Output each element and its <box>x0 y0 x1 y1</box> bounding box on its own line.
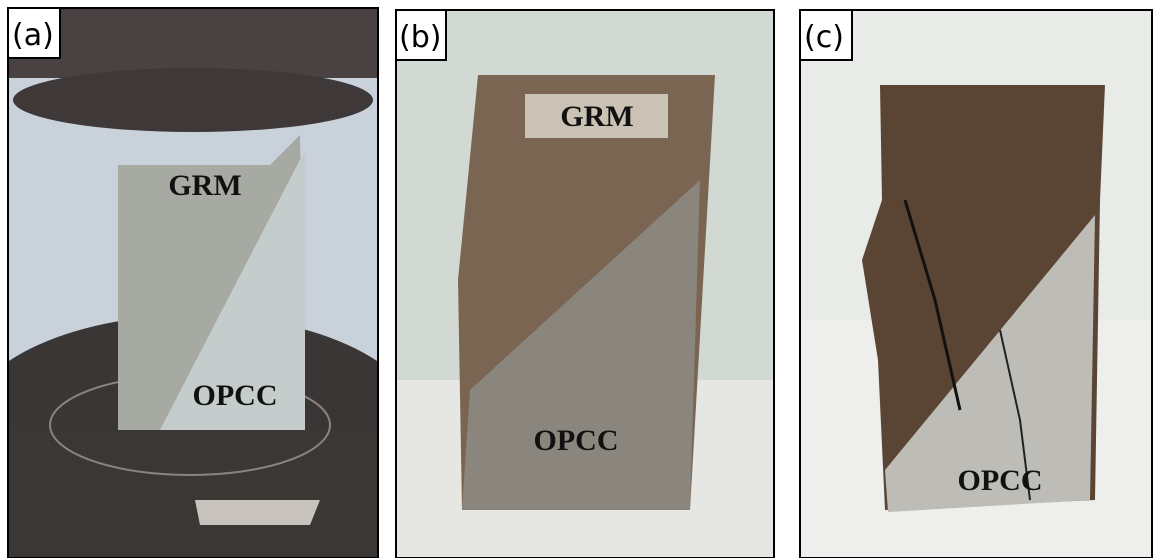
annotation: OPCC <box>534 424 619 457</box>
panel-label: (a) <box>12 18 54 53</box>
platform-base <box>8 430 378 558</box>
annotation: GRM <box>168 169 241 202</box>
press-plate <box>13 68 373 132</box>
panel-label: (b) <box>399 20 441 55</box>
debris <box>195 500 320 525</box>
photo-b <box>396 10 774 558</box>
annotation: OPCC <box>958 464 1043 497</box>
panel-label: (c) <box>804 20 844 55</box>
figure: (a) GRM OPCC (b) GRM OPCC (c) OPCC <box>0 0 1154 558</box>
photo-a <box>0 8 423 558</box>
page: (a) GRM OPCC (b) GRM OPCC (c) OPCC (() =… <box>0 0 1154 558</box>
annotation: OPCC <box>193 379 278 412</box>
annotation: GRM <box>560 100 633 133</box>
press-top <box>8 8 378 78</box>
